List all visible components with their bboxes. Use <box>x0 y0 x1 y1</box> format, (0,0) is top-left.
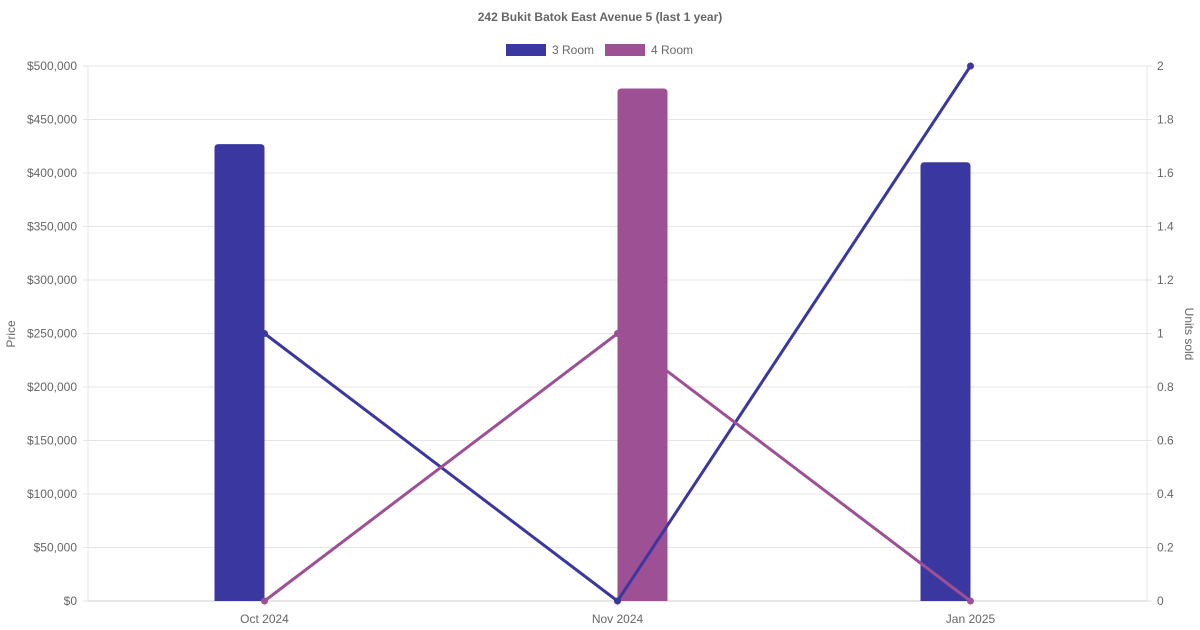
left-tick-label: $150,000 <box>27 434 77 448</box>
point-3-room <box>967 62 974 70</box>
right-tick-label: 1.8 <box>1157 113 1174 127</box>
right-tick-label: 2 <box>1157 59 1164 73</box>
legend-item-4-room[interactable]: 4 Room <box>605 43 693 57</box>
x-axis-ticks: Oct 2024 Nov 2024 Jan 2025 <box>240 612 995 626</box>
point-3-room <box>614 597 621 605</box>
legend-label: 3 Room <box>552 43 594 57</box>
point-4-room <box>967 597 974 605</box>
left-tick-label: $300,000 <box>27 273 77 287</box>
bar-3-room <box>214 144 265 602</box>
right-tick-label: 1 <box>1157 327 1164 341</box>
right-tick-label: 0.4 <box>1157 487 1174 501</box>
legend-swatch <box>506 44 546 56</box>
left-tick-label: $0 <box>64 594 78 608</box>
right-tick-label: 0.2 <box>1157 541 1174 555</box>
left-axis-ticks: $0 $50,000 $100,000 $150,000 $200,000 $250,00… <box>27 59 77 608</box>
legend-label: 4 Room <box>651 43 693 57</box>
left-tick-label: $100,000 <box>27 487 77 501</box>
chart-title: 242 Bukit Batok East Avenue 5 (last 1 ye… <box>478 10 723 24</box>
bar-3-room <box>920 162 971 602</box>
right-tick-label: 0.8 <box>1157 380 1174 394</box>
bar-4-room <box>617 88 668 602</box>
right-axis-ticks: 0 0.2 0.4 0.6 0.8 1 1.2 1.4 1.6 1.8 2 <box>1157 59 1174 608</box>
x-tick-label: Jan 2025 <box>946 612 996 626</box>
right-axis-title: Units sold <box>1182 308 1196 361</box>
legend-item-3-room[interactable]: 3 Room <box>506 43 594 57</box>
legend-swatch <box>605 44 645 56</box>
left-tick-label: $200,000 <box>27 380 77 394</box>
right-tick-label: 1.4 <box>1157 220 1174 234</box>
point-4-room <box>614 330 621 337</box>
right-tick-label: 0.6 <box>1157 434 1174 448</box>
lines <box>261 62 974 605</box>
left-tick-label: $50,000 <box>34 541 78 555</box>
left-tick-label: $500,000 <box>27 59 77 73</box>
point-3-room <box>261 330 268 337</box>
right-tick-label: 0 <box>1157 594 1164 608</box>
right-tick-label: 1.6 <box>1157 166 1174 180</box>
left-tick-label: $350,000 <box>27 220 77 234</box>
left-tick-label: $450,000 <box>27 113 77 127</box>
point-4-room <box>261 597 268 605</box>
bars <box>214 88 971 602</box>
left-tick-label: $400,000 <box>27 166 77 180</box>
right-tick-label: 1.2 <box>1157 273 1174 287</box>
x-tick-label: Oct 2024 <box>240 612 289 626</box>
left-tick-label: $250,000 <box>27 327 77 341</box>
left-axis-title: Price <box>4 320 18 348</box>
legend: 3 Room 4 Room <box>506 43 693 57</box>
x-tick-label: Nov 2024 <box>592 612 644 626</box>
